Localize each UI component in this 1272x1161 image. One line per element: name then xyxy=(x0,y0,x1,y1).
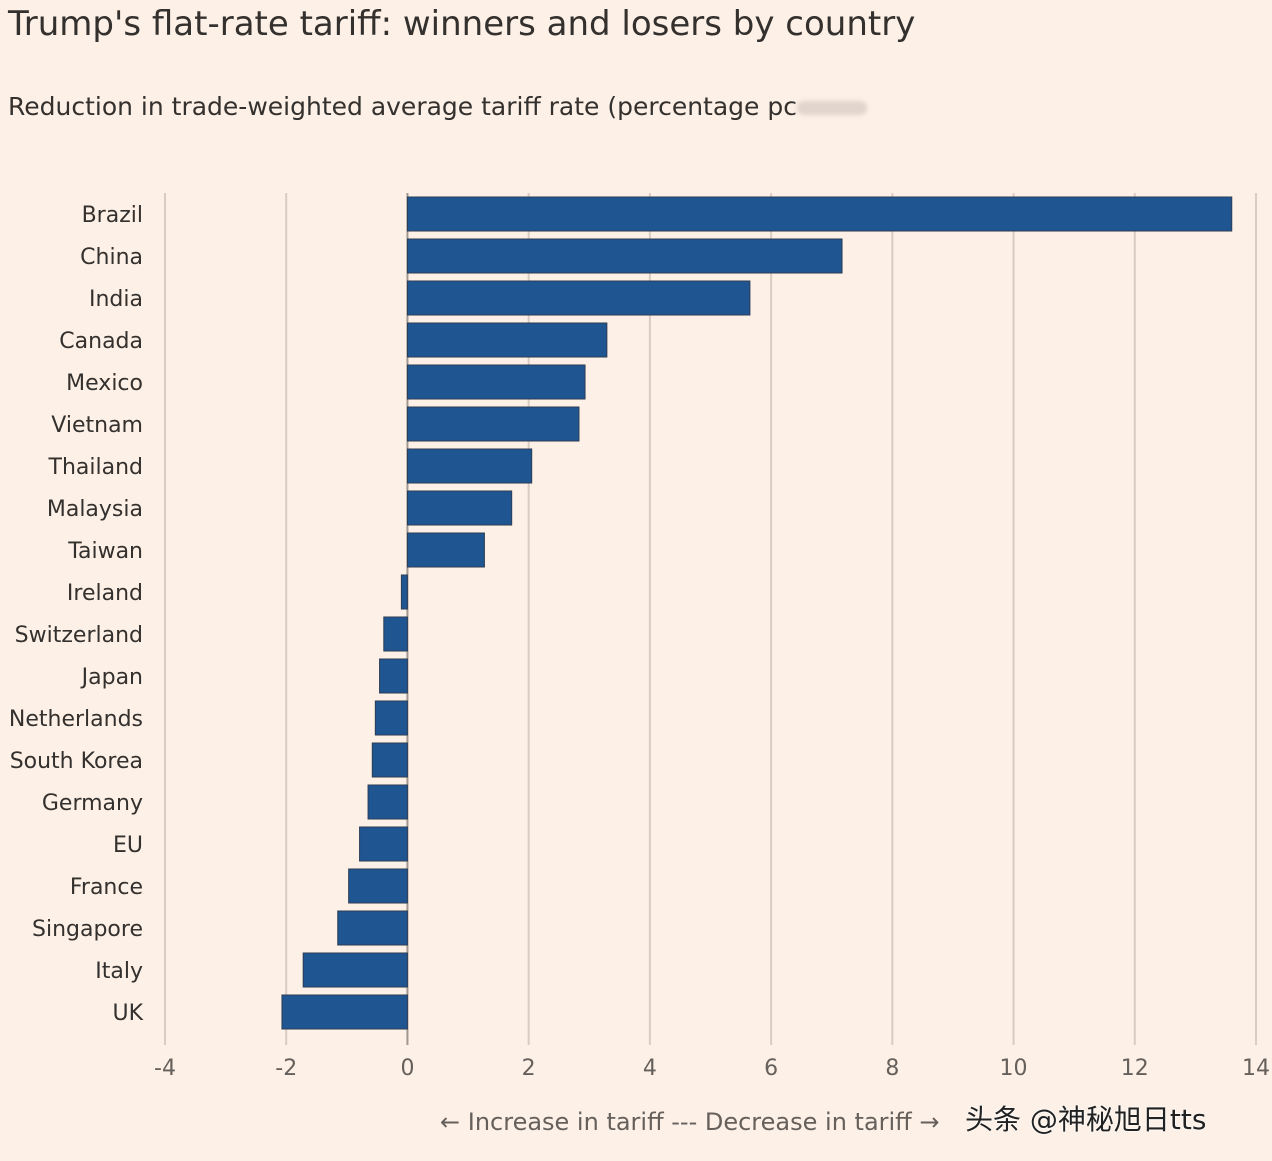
category-label: South Korea xyxy=(10,749,143,774)
bar-south-korea xyxy=(371,742,408,778)
category-label: UK xyxy=(112,1001,143,1026)
bar-vietnam xyxy=(406,406,580,442)
category-label: Singapore xyxy=(32,917,143,942)
watermark: 头条 @神秘旭日tts xyxy=(965,1103,1207,1136)
bar-india xyxy=(406,280,751,316)
category-label: India xyxy=(89,287,143,312)
category-label: Italy xyxy=(95,959,143,984)
bar-italy xyxy=(302,952,408,988)
bar-netherlands xyxy=(374,700,408,736)
category-label: Thailand xyxy=(48,455,143,480)
x-tick-label: 4 xyxy=(643,1056,657,1081)
category-label: China xyxy=(80,245,143,270)
category-label: Netherlands xyxy=(9,707,143,732)
bar-mexico xyxy=(406,364,586,400)
category-label: Vietnam xyxy=(51,413,143,438)
x-tick-label: 8 xyxy=(885,1056,899,1081)
category-label: Switzerland xyxy=(15,623,143,648)
category-label: Ireland xyxy=(67,581,143,606)
bar-uk xyxy=(281,994,408,1030)
x-tick-label: 14 xyxy=(1242,1056,1270,1081)
category-label: Malaysia xyxy=(47,497,143,522)
category-label: Taiwan xyxy=(67,539,143,564)
category-label: Canada xyxy=(59,329,143,354)
bar-japan xyxy=(379,658,408,694)
chart-title: Trump's flat-rate tariff: winners and lo… xyxy=(8,4,916,44)
x-tick-label: 2 xyxy=(522,1056,536,1081)
x-tick-label: -4 xyxy=(154,1056,176,1081)
x-tick-label: 12 xyxy=(1121,1056,1149,1081)
category-label: EU xyxy=(113,833,143,858)
bar-malaysia xyxy=(406,490,513,526)
category-label: France xyxy=(70,875,143,900)
bar-thailand xyxy=(406,448,533,484)
bar-china xyxy=(406,238,843,274)
chart-subtitle: Reduction in trade-weighted average tari… xyxy=(8,92,867,121)
bar-brazil xyxy=(406,196,1233,232)
bar-switzerland xyxy=(383,616,408,652)
category-label: Brazil xyxy=(82,203,143,228)
category-label: Germany xyxy=(42,791,143,816)
x-axis-label: ← Increase in tariff --- Decrease in tar… xyxy=(440,1108,940,1136)
x-tick-label: -2 xyxy=(275,1056,297,1081)
obscured-text xyxy=(797,101,867,115)
subtitle-text: Reduction in trade-weighted average tari… xyxy=(8,92,797,121)
x-tick-label: 0 xyxy=(400,1056,414,1081)
bar-eu xyxy=(359,826,408,862)
x-tick-label: 6 xyxy=(764,1056,778,1081)
bar-ireland xyxy=(400,574,408,610)
category-label: Mexico xyxy=(66,371,143,396)
bar-germany xyxy=(367,784,408,820)
x-tick-label: 10 xyxy=(1000,1056,1028,1081)
bar-canada xyxy=(406,322,608,358)
category-label: Japan xyxy=(80,665,143,690)
bar-taiwan xyxy=(406,532,485,568)
bar-singapore xyxy=(337,910,408,946)
bar-france xyxy=(348,868,408,904)
